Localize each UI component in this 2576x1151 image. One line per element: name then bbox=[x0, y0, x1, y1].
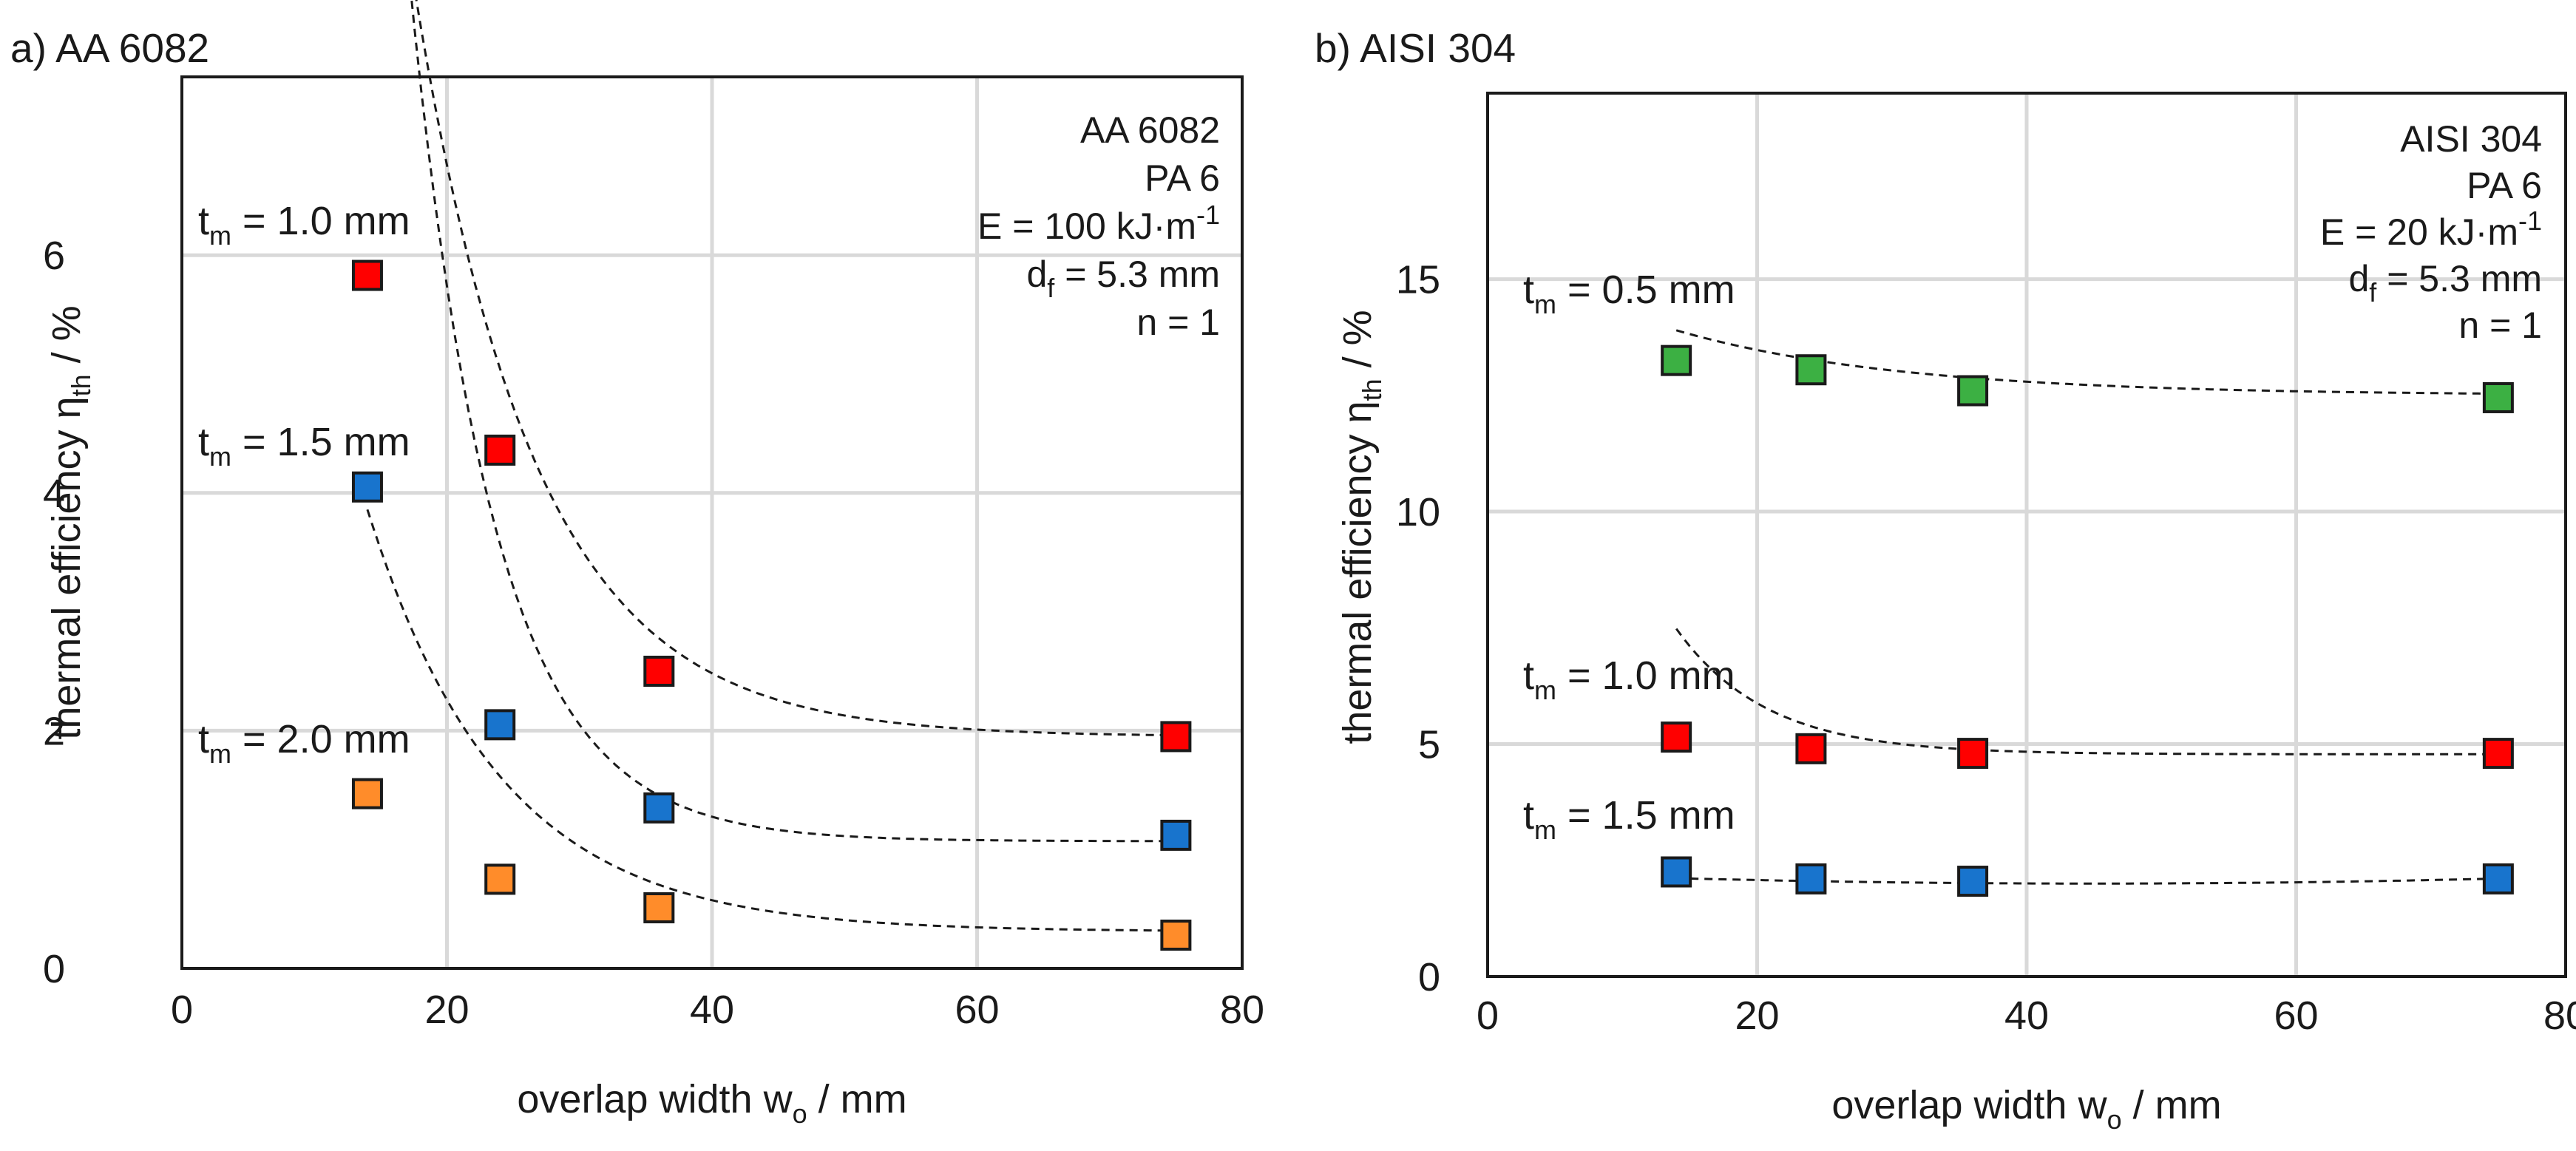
y-tick-label: 4 bbox=[43, 472, 65, 516]
panel-b-label: b) AISI 304 bbox=[1315, 25, 1516, 71]
data-point-marker bbox=[484, 434, 516, 466]
y-tick-label: 15 bbox=[1396, 258, 1440, 302]
data-point-marker bbox=[351, 259, 383, 291]
y-tick-label: 10 bbox=[1396, 490, 1440, 534]
x-tick-label: 0 bbox=[171, 988, 193, 1032]
series-label-tm-1-5: tm = 1.5 mm bbox=[198, 420, 410, 472]
data-point-marker bbox=[2482, 381, 2514, 413]
trend-line bbox=[366, 509, 1176, 932]
x-tick-label: 80 bbox=[1220, 988, 1264, 1032]
panel-b-plot-frame bbox=[1486, 92, 2567, 978]
data-point-marker bbox=[643, 892, 675, 923]
y-tick-label: 0 bbox=[43, 947, 65, 991]
panel-b-annotation: AISI 304 PA 6 E = 20 kJ·m-1 df = 5.3 mm … bbox=[2320, 118, 2542, 346]
panel-b-series bbox=[1661, 329, 2514, 897]
data-point-marker bbox=[351, 778, 383, 809]
data-point-marker bbox=[1661, 856, 1692, 888]
series-label-tm-1-5: tm = 1.5 mm bbox=[1523, 793, 1735, 845]
data-point-marker bbox=[1957, 375, 1989, 407]
panel-a-y-axis-title: thermal efficiency ηth / % bbox=[44, 305, 96, 739]
y-tick-label: 0 bbox=[1418, 955, 1440, 999]
data-point-marker bbox=[1795, 863, 1827, 894]
annotation-line-3: E = 20 kJ·m-1 bbox=[2320, 206, 2542, 253]
annotation-line-1: AA 6082 bbox=[1080, 109, 1220, 151]
x-tick-label: 60 bbox=[2274, 994, 2318, 1038]
data-point-marker bbox=[1661, 344, 1692, 376]
data-point-marker bbox=[1957, 738, 1989, 770]
x-tick-label: 60 bbox=[955, 988, 999, 1032]
panel-a-label: a) AA 6082 bbox=[10, 25, 209, 71]
annotation-line-5: n = 1 bbox=[1136, 302, 1220, 343]
panel-b-y-axis-title: thermal efficiency ηth / % bbox=[1335, 310, 1387, 744]
y-tick-label: 2 bbox=[43, 709, 65, 753]
trend-line bbox=[1675, 329, 2498, 395]
data-point-marker bbox=[1957, 866, 1989, 897]
series-label-tm-1-0: tm = 1.0 mm bbox=[1523, 653, 1735, 705]
data-point-marker bbox=[1160, 919, 1192, 951]
panel-a-aa6082: a) AA 6082 0 20 40 60 80 0 2 4 6 overlap width w… bbox=[10, 0, 1264, 1129]
x-tick-label: 20 bbox=[424, 988, 469, 1032]
data-point-marker bbox=[643, 792, 675, 824]
panel-a-annotation: AA 6082 PA 6 E = 100 kJ·m-1 df = 5.3 mm … bbox=[977, 109, 1220, 343]
data-point-marker bbox=[1795, 354, 1827, 386]
trend-line bbox=[1676, 877, 2498, 885]
x-tick-label: 20 bbox=[1735, 994, 1779, 1038]
panel-b-grid bbox=[1488, 93, 2566, 977]
annotation-line-4: df = 5.3 mm bbox=[1026, 254, 1220, 303]
y-tick-label: 6 bbox=[43, 234, 65, 278]
annotation-line-2: PA 6 bbox=[2467, 165, 2542, 206]
x-tick-label: 40 bbox=[690, 988, 734, 1032]
data-point-marker bbox=[2482, 863, 2514, 894]
data-point-marker bbox=[484, 863, 516, 895]
data-point-marker bbox=[351, 471, 383, 503]
x-tick-label: 0 bbox=[1477, 994, 1499, 1038]
panel-a-plot-frame bbox=[180, 75, 1244, 970]
series-label-tm-2-0: tm = 2.0 mm bbox=[198, 717, 410, 769]
x-tick-label: 40 bbox=[2004, 994, 2049, 1038]
data-point-marker bbox=[1160, 819, 1192, 851]
y-tick-label: 5 bbox=[1418, 723, 1440, 767]
data-point-marker bbox=[2482, 738, 2514, 770]
x-tick-label: 80 bbox=[2543, 994, 2576, 1038]
trend-line bbox=[415, 0, 1176, 737]
data-point-marker bbox=[643, 656, 675, 687]
annotation-line-4: df = 5.3 mm bbox=[2348, 258, 2542, 308]
data-point-marker bbox=[1795, 733, 1827, 764]
annotation-line-5: n = 1 bbox=[2458, 305, 2542, 346]
trend-line bbox=[1675, 628, 2498, 756]
panel-a-series bbox=[351, 0, 1192, 951]
trend-line bbox=[410, 0, 1176, 843]
data-point-marker bbox=[1160, 721, 1192, 753]
panel-b-aisi304: b) AISI 304 0 20 40 60 80 0 5 10 15 overlap widt… bbox=[1315, 25, 2576, 1135]
data-point-marker bbox=[1661, 722, 1692, 753]
annotation-line-1: AISI 304 bbox=[2400, 118, 2542, 160]
annotation-line-2: PA 6 bbox=[1145, 157, 1220, 199]
panel-a-ticks: 0 20 40 60 80 0 2 4 6 bbox=[43, 234, 1264, 1032]
panel-a-x-axis-title: overlap width wo / mm bbox=[517, 1077, 906, 1129]
panel-b-ticks: 0 20 40 60 80 0 5 10 15 bbox=[1396, 258, 2576, 1038]
series-label-tm-1-0: tm = 1.0 mm bbox=[198, 199, 410, 251]
series-label-tm-0-5: tm = 0.5 mm bbox=[1523, 268, 1735, 319]
annotation-line-3: E = 100 kJ·m-1 bbox=[977, 200, 1220, 247]
data-point-marker bbox=[484, 709, 516, 741]
panel-b-x-axis-title: overlap width wo / mm bbox=[1831, 1083, 2221, 1135]
